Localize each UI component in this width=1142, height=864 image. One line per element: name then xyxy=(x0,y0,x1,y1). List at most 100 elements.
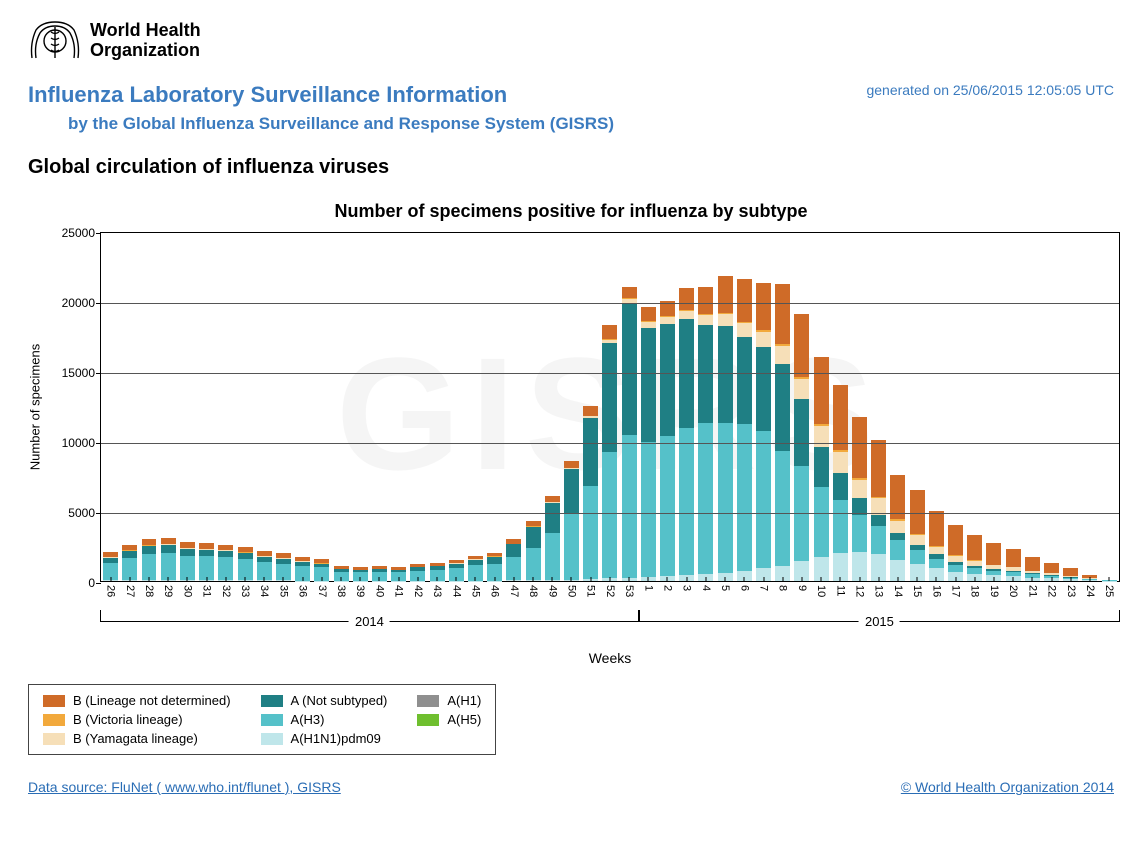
y-tick-mark xyxy=(96,233,101,234)
bar-segment-b_nd xyxy=(910,490,925,534)
year-brackets: 20142015 xyxy=(100,610,1120,644)
x-tick-label: 38 xyxy=(335,581,347,597)
legend-label: B (Lineage not determined) xyxy=(73,693,231,708)
legend-item-b_yam: B (Yamagata lineage) xyxy=(43,731,231,746)
x-tick-label: 27 xyxy=(124,581,136,597)
x-tick-label: 32 xyxy=(220,581,232,597)
bar-column: 35 xyxy=(274,233,293,581)
footer-source-link[interactable]: Data source: FluNet ( www.who.int/flunet… xyxy=(28,779,341,795)
x-tick-label: 14 xyxy=(892,581,904,597)
bar-stack xyxy=(910,490,925,581)
legend-swatch xyxy=(43,733,65,745)
bar-column: 26 xyxy=(101,233,120,581)
bar-segment-a_ns xyxy=(180,549,195,556)
bar-segment-a_ns xyxy=(199,550,214,557)
x-tick-label: 15 xyxy=(911,581,923,597)
bar-column: 44 xyxy=(447,233,466,581)
x-tick-label: 42 xyxy=(412,581,424,597)
bar-segment-a_ns xyxy=(545,503,560,532)
x-tick-label: 21 xyxy=(1026,581,1038,597)
bar-column: 24 xyxy=(1080,233,1099,581)
bar-segment-b_nd xyxy=(1044,563,1059,573)
x-axis-label: Weeks xyxy=(100,650,1120,666)
bar-stack xyxy=(794,314,809,581)
bar-stack xyxy=(161,538,176,581)
who-logo: World Health Organization xyxy=(28,18,201,64)
x-tick-label: 25 xyxy=(1103,581,1115,597)
bar-segment-a_h3 xyxy=(929,559,944,569)
bar-segment-a_ns xyxy=(564,469,579,512)
bar-column: 7 xyxy=(754,233,773,581)
legend-swatch xyxy=(261,714,283,726)
bar-segment-a_h3 xyxy=(545,533,560,581)
bar-column: 34 xyxy=(255,233,274,581)
bar-segment-a_ns xyxy=(622,303,637,435)
legend-swatch xyxy=(261,695,283,707)
bar-stack xyxy=(583,406,598,581)
bar-stack xyxy=(948,525,963,581)
bar-column: 23 xyxy=(1061,233,1080,581)
bar-segment-a_h3 xyxy=(890,540,905,560)
x-tick-label: 31 xyxy=(201,581,213,597)
bar-stack xyxy=(967,535,982,581)
bar-stack xyxy=(986,543,1001,581)
bar-segment-a_h3 xyxy=(737,424,752,571)
y-tick-mark xyxy=(96,583,101,584)
x-tick-label: 23 xyxy=(1065,581,1077,597)
bar-segment-a_ns xyxy=(142,546,157,554)
bar-stack xyxy=(929,511,944,581)
bar-segment-b_yam xyxy=(698,315,713,325)
bar-stack xyxy=(871,440,886,581)
legend-item-a_h1: A(H1) xyxy=(417,693,481,708)
bar-column: 39 xyxy=(351,233,370,581)
bar-stack xyxy=(737,279,752,581)
bar-stack xyxy=(679,288,694,581)
bar-stack xyxy=(718,276,733,581)
bar-column: 48 xyxy=(523,233,542,581)
bar-stack xyxy=(698,287,713,581)
bar-segment-a_h3 xyxy=(775,451,790,566)
bar-segment-a_ns xyxy=(641,328,656,443)
bar-column: 29 xyxy=(159,233,178,581)
legend-label: A(H1) xyxy=(447,693,481,708)
bar-column: 12 xyxy=(850,233,869,581)
x-tick-label: 16 xyxy=(930,581,942,597)
x-tick-label: 44 xyxy=(450,581,462,597)
bar-segment-a_h3 xyxy=(871,526,886,554)
bar-column: 15 xyxy=(908,233,927,581)
bar-segment-a_ns xyxy=(122,551,137,558)
gridline xyxy=(101,373,1119,374)
bar-segment-b_yam xyxy=(718,314,733,326)
bar-segment-a_ns xyxy=(602,343,617,452)
bar-segment-b_nd xyxy=(833,385,848,450)
legend-label: A(H5) xyxy=(447,712,481,727)
bar-segment-a_ns xyxy=(814,447,829,488)
org-line1: World Health xyxy=(90,21,201,41)
footer-copyright-link[interactable]: © World Health Organization 2014 xyxy=(901,779,1114,795)
bar-segment-b_yam xyxy=(852,480,867,498)
bar-column: 31 xyxy=(197,233,216,581)
bar-column: 25 xyxy=(1100,233,1119,581)
bar-segment-b_yam xyxy=(775,346,790,364)
bar-column: 36 xyxy=(293,233,312,581)
bar-column: 19 xyxy=(984,233,1003,581)
x-tick-label: 2 xyxy=(661,581,673,591)
bar-column: 4 xyxy=(696,233,715,581)
bar-segment-b_nd xyxy=(1025,557,1040,571)
bar-segment-a_ns xyxy=(161,545,176,553)
bar-stack xyxy=(199,543,214,581)
legend-swatch xyxy=(261,733,283,745)
bar-stack xyxy=(660,301,675,581)
x-tick-label: 17 xyxy=(950,581,962,597)
bar-column: 9 xyxy=(792,233,811,581)
x-tick-label: 53 xyxy=(623,581,635,597)
bar-segment-a_h3 xyxy=(583,486,598,580)
bar-segment-b_nd xyxy=(775,284,790,344)
bar-segment-b_nd xyxy=(602,325,617,339)
bar-segment-a_h3 xyxy=(910,550,925,564)
y-tick-mark xyxy=(96,443,101,444)
bar-stack xyxy=(833,385,848,581)
bar-stack xyxy=(218,545,233,581)
bar-column: 51 xyxy=(581,233,600,581)
x-tick-label: 18 xyxy=(969,581,981,597)
